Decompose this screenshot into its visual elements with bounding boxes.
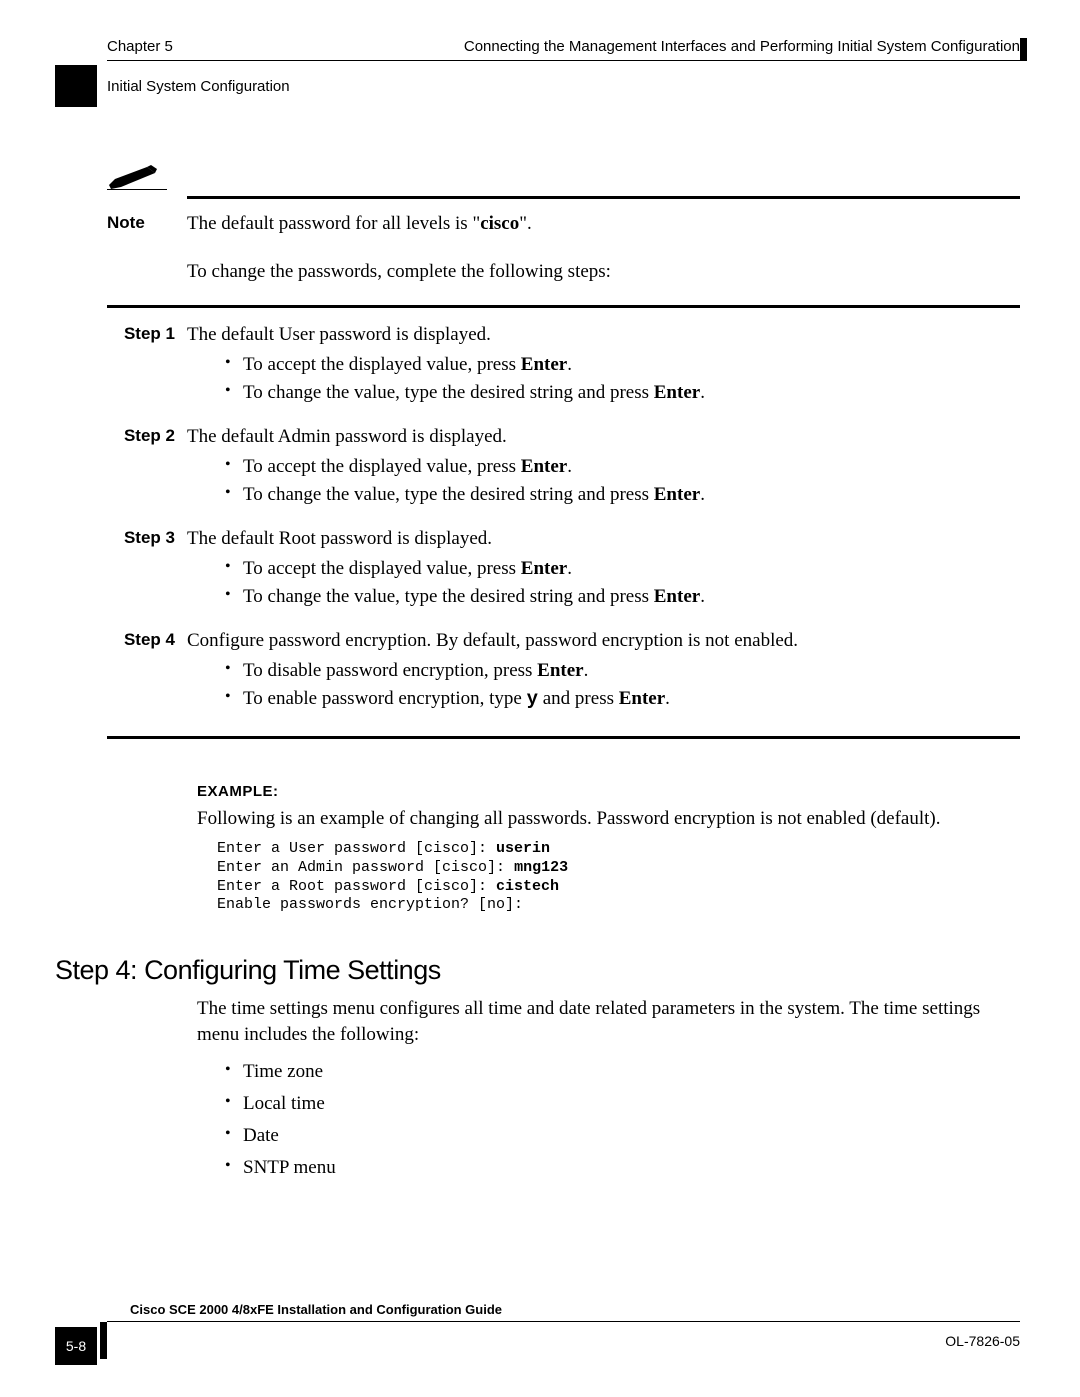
note-row: Note The default password for all levels… <box>107 213 1020 235</box>
content: Note The default password for all levels… <box>107 165 1020 1189</box>
page-number: 5-8 <box>66 1338 86 1354</box>
step-row: Step 4Configure password encryption. By … <box>107 630 1020 716</box>
note-label: Note <box>107 213 187 235</box>
footer-accent-bar <box>100 1322 107 1359</box>
list-item: Date <box>225 1125 1020 1147</box>
code-line: Enter an Admin password [cisco]: mng123 <box>217 859 1020 878</box>
note-prefix: The default password for all levels is " <box>187 213 480 234</box>
step-text: The default Admin password is displayed. <box>187 426 1020 448</box>
bullet-item: To accept the displayed value, press Ent… <box>225 354 1020 376</box>
code-block: Enter a User password [cisco]: userinEnt… <box>217 840 1020 915</box>
page-number-box: 5-8 <box>55 1327 97 1365</box>
code-line: Enter a User password [cisco]: userin <box>217 840 1020 859</box>
step-body: Configure password encryption. By defaul… <box>187 630 1020 716</box>
note-bold: cisco <box>480 213 519 234</box>
list-item: Time zone <box>225 1061 1020 1083</box>
section-paragraph: The time settings menu configures all ti… <box>197 996 1020 1047</box>
section-heading: Step 4: Configuring Time Settings <box>55 955 1020 986</box>
page-header: Chapter 5 Connecting the Management Inte… <box>107 38 1020 55</box>
step-row: Step 1The default User password is displ… <box>107 324 1020 410</box>
chapter-title: Connecting the Management Interfaces and… <box>464 38 1020 55</box>
step-bullets: To accept the displayed value, press Ent… <box>187 354 1020 404</box>
chapter-label: Chapter 5 <box>107 38 173 55</box>
section-label: Initial System Configuration <box>107 78 290 95</box>
header-rule <box>107 60 1020 61</box>
header-accent-bar <box>1020 38 1027 61</box>
step-text: Configure password encryption. By defaul… <box>187 630 1020 652</box>
step-text: The default Root password is displayed. <box>187 528 1020 550</box>
bullet-item: To enable password encryption, type y an… <box>225 688 1020 710</box>
example-intro: Following is an example of changing all … <box>197 808 1020 830</box>
intro-text: To change the passwords, complete the fo… <box>187 261 1020 283</box>
step-row: Step 3The default Root password is displ… <box>107 528 1020 614</box>
step-label: Step 2 <box>107 426 187 512</box>
time-settings-list: Time zone Local time Date SNTP menu <box>107 1061 1020 1179</box>
bullet-item: To change the value, type the desired st… <box>225 382 1020 404</box>
step-body: The default User password is displayed. T… <box>187 324 1020 410</box>
step-bullets: To accept the displayed value, press Ent… <box>187 558 1020 608</box>
example-heading-text: EXAMPLE: <box>197 783 279 800</box>
note-pencil-icon <box>107 165 155 187</box>
step-label: Step 3 <box>107 528 187 614</box>
footer-guide-title: Cisco SCE 2000 4/8xFE Installation and C… <box>130 1302 502 1317</box>
bullet-item: To accept the displayed value, press Ent… <box>225 558 1020 580</box>
list-item: Local time <box>225 1093 1020 1115</box>
steps-rule-top <box>107 305 1020 308</box>
step-row: Step 2The default Admin password is disp… <box>107 426 1020 512</box>
bullet-item: To disable password encryption, press En… <box>225 660 1020 682</box>
bullet-item: To accept the displayed value, press Ent… <box>225 456 1020 478</box>
steps-rule-bottom <box>107 736 1020 739</box>
note-text: The default password for all levels is "… <box>187 213 1020 235</box>
step-label: Step 4 <box>107 630 187 716</box>
doc-id: OL-7826-05 <box>945 1333 1020 1349</box>
step-text: The default User password is displayed. <box>187 324 1020 346</box>
code-line: Enter a Root password [cisco]: cistech <box>217 878 1020 897</box>
example-heading: EXAMPLE: <box>197 783 1020 800</box>
bullet-item: To change the value, type the desired st… <box>225 484 1020 506</box>
step-bullets: To disable password encryption, press En… <box>187 660 1020 710</box>
header-black-box <box>55 65 97 107</box>
footer-rule <box>107 1321 1020 1322</box>
step-bullets: To accept the displayed value, press Ent… <box>187 456 1020 506</box>
list-item: SNTP menu <box>225 1157 1020 1179</box>
step-body: The default Root password is displayed. T… <box>187 528 1020 614</box>
step-body: The default Admin password is displayed.… <box>187 426 1020 512</box>
note-rule <box>187 196 1020 199</box>
steps-container: Step 1The default User password is displ… <box>107 324 1020 716</box>
code-line: Enable passwords encryption? [no]: <box>217 896 1020 915</box>
step-label: Step 1 <box>107 324 187 410</box>
bullet-item: To change the value, type the desired st… <box>225 586 1020 608</box>
note-suffix: ". <box>519 213 532 234</box>
